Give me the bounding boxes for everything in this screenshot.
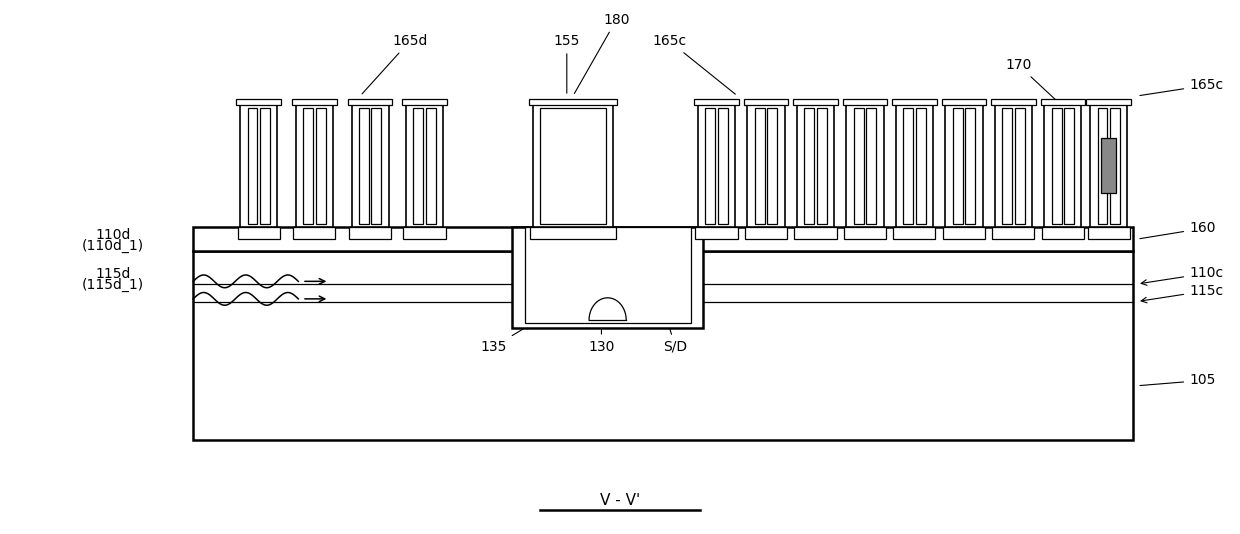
Bar bbox=[994, 105, 1032, 227]
Bar bbox=[1052, 108, 1061, 224]
Bar bbox=[1002, 108, 1012, 224]
Bar bbox=[1014, 108, 1024, 224]
Bar bbox=[241, 105, 278, 227]
Bar bbox=[915, 108, 925, 224]
Bar bbox=[248, 108, 258, 224]
Text: 105: 105 bbox=[1140, 373, 1215, 388]
Text: 165d: 165d bbox=[362, 34, 428, 94]
Text: 130: 130 bbox=[588, 320, 615, 354]
Text: 110d: 110d bbox=[95, 228, 130, 242]
Bar bbox=[193, 251, 1133, 439]
Bar bbox=[748, 105, 785, 227]
Bar bbox=[903, 108, 913, 224]
Text: (110d_1): (110d_1) bbox=[82, 239, 144, 253]
Text: 165c: 165c bbox=[1140, 78, 1223, 96]
Bar bbox=[854, 108, 864, 224]
Bar bbox=[794, 99, 838, 105]
Bar bbox=[348, 227, 391, 239]
Bar bbox=[541, 108, 606, 224]
Bar bbox=[768, 108, 777, 224]
Bar bbox=[1044, 105, 1081, 227]
Bar bbox=[237, 99, 281, 105]
Bar bbox=[351, 105, 388, 227]
Bar bbox=[991, 99, 1035, 105]
Text: (115d_1): (115d_1) bbox=[82, 278, 144, 292]
Bar bbox=[371, 108, 381, 224]
Bar bbox=[529, 99, 618, 105]
Bar bbox=[525, 227, 691, 323]
Text: 165c: 165c bbox=[652, 34, 735, 94]
Bar bbox=[942, 227, 985, 239]
Bar bbox=[897, 105, 932, 227]
Bar bbox=[405, 105, 443, 227]
Bar bbox=[744, 99, 789, 105]
Bar bbox=[1040, 99, 1085, 105]
Text: 115c: 115c bbox=[1141, 284, 1223, 303]
Bar bbox=[795, 227, 837, 239]
Bar bbox=[945, 105, 982, 227]
Bar bbox=[1110, 108, 1120, 224]
Bar bbox=[1101, 138, 1116, 193]
Bar bbox=[894, 227, 935, 239]
Text: 110c: 110c bbox=[1141, 266, 1223, 285]
Bar bbox=[512, 227, 703, 328]
Bar bbox=[844, 227, 887, 239]
Bar bbox=[745, 227, 787, 239]
Bar bbox=[1064, 108, 1074, 224]
Bar bbox=[867, 108, 877, 224]
Bar bbox=[304, 108, 314, 224]
Bar bbox=[193, 227, 1133, 251]
Bar bbox=[696, 227, 738, 239]
Bar bbox=[843, 99, 888, 105]
Bar bbox=[294, 227, 336, 239]
Bar bbox=[347, 99, 392, 105]
Bar bbox=[1087, 227, 1130, 239]
Bar bbox=[260, 108, 270, 224]
Bar bbox=[316, 108, 326, 224]
Bar bbox=[358, 108, 368, 224]
Bar bbox=[698, 105, 735, 227]
Bar bbox=[402, 99, 446, 105]
Bar bbox=[817, 108, 827, 224]
Bar bbox=[238, 227, 280, 239]
Text: 135: 135 bbox=[481, 328, 525, 354]
Bar bbox=[1090, 105, 1127, 227]
Bar bbox=[805, 108, 815, 224]
Bar bbox=[965, 108, 975, 224]
Text: 180: 180 bbox=[574, 13, 630, 93]
Text: V - V': V - V' bbox=[600, 493, 640, 508]
Bar bbox=[403, 227, 445, 239]
Text: 115d: 115d bbox=[95, 267, 130, 281]
Bar bbox=[296, 105, 334, 227]
Bar bbox=[847, 105, 884, 227]
Bar bbox=[425, 108, 435, 224]
Bar bbox=[718, 108, 728, 224]
Bar bbox=[797, 105, 835, 227]
Bar bbox=[941, 99, 986, 105]
Bar bbox=[413, 108, 423, 224]
Text: 160: 160 bbox=[1140, 222, 1215, 239]
Bar bbox=[1086, 99, 1131, 105]
Bar bbox=[293, 99, 337, 105]
Bar bbox=[755, 108, 765, 224]
Bar bbox=[893, 99, 936, 105]
Bar bbox=[1097, 108, 1107, 224]
Text: 155: 155 bbox=[553, 34, 580, 93]
Text: S/D: S/D bbox=[658, 294, 688, 354]
Bar bbox=[694, 99, 739, 105]
Bar bbox=[952, 108, 962, 224]
Bar bbox=[706, 108, 715, 224]
Bar bbox=[992, 227, 1034, 239]
Text: 170: 170 bbox=[1006, 58, 1061, 105]
Bar bbox=[1042, 227, 1084, 239]
Bar bbox=[531, 227, 616, 239]
Bar bbox=[533, 105, 614, 227]
